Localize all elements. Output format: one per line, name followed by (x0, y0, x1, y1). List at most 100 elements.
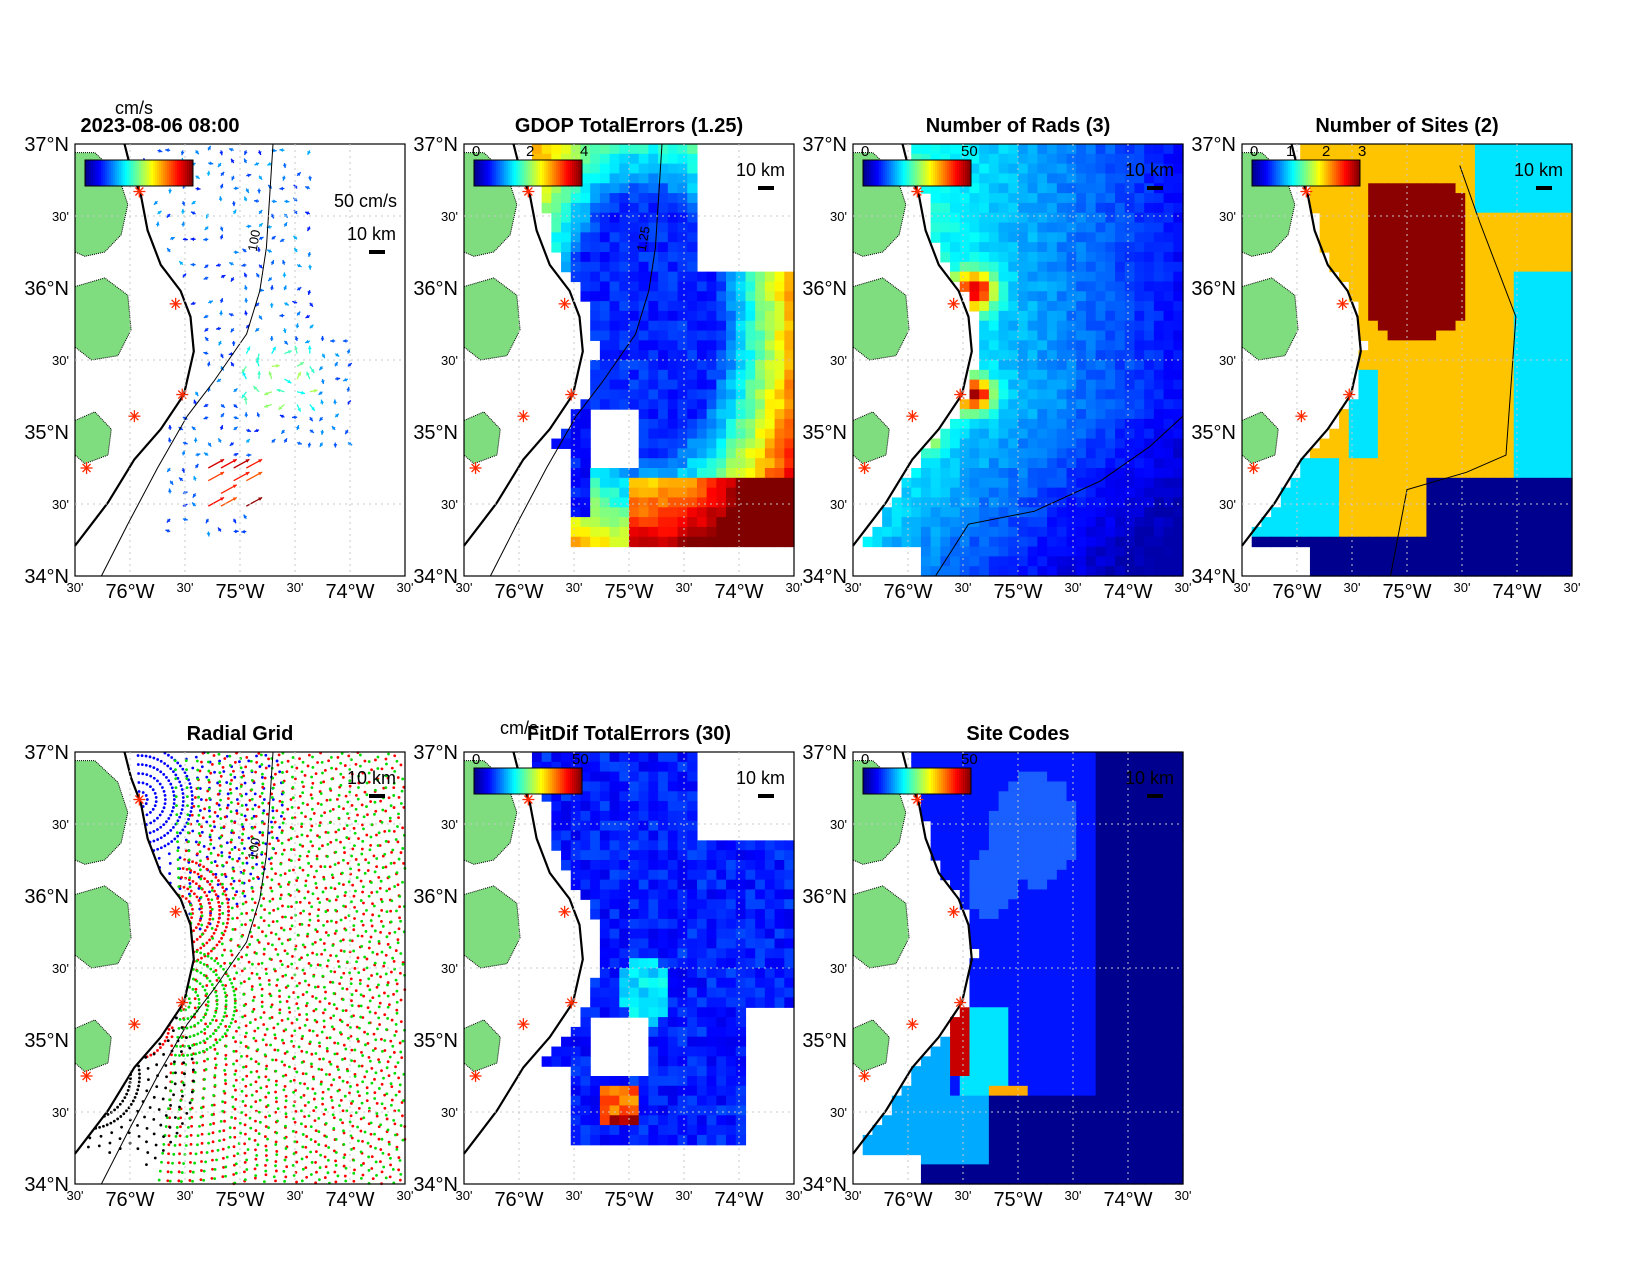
radial-grid-point (297, 858, 301, 862)
data-cell (1018, 507, 1029, 518)
data-cell (590, 389, 601, 400)
radial-grid-point (192, 1061, 195, 1065)
data-cell (599, 389, 611, 400)
data-cell (1523, 261, 1534, 273)
data-cell (1542, 360, 1554, 371)
data-cell (1047, 193, 1058, 204)
radial-grid-point (200, 874, 203, 878)
data-cell (1358, 144, 1369, 155)
vector-head (335, 352, 340, 357)
data-cell (1339, 507, 1350, 518)
radial-grid-point (325, 897, 329, 901)
data-cell (1377, 556, 1389, 567)
data-cell (590, 497, 601, 508)
data-cell (648, 271, 659, 283)
data-cell (1008, 144, 1019, 155)
data-cell (745, 389, 756, 400)
data-cell (1037, 468, 1048, 479)
vector-head (241, 263, 246, 267)
data-cell (1076, 409, 1087, 420)
data-cell (1319, 458, 1330, 469)
data-cell (667, 497, 679, 508)
radial-grid-point (318, 1000, 322, 1004)
data-cell (1056, 526, 1068, 538)
radial-grid-point (194, 882, 198, 886)
data-cell (1027, 438, 1039, 449)
data-cell (1474, 222, 1486, 233)
data-cell (950, 566, 961, 577)
colorbar-cell (1266, 160, 1269, 186)
data-cell (1387, 350, 1398, 361)
vector-head (220, 497, 225, 501)
data-cell (667, 202, 679, 214)
data-cell (638, 477, 650, 489)
data-cell (1562, 212, 1573, 224)
data-cell (599, 536, 611, 548)
data-cell (988, 301, 1000, 312)
data-cell (1095, 379, 1106, 391)
data-cell (1095, 340, 1106, 351)
data-cell (1358, 526, 1369, 538)
data-cell (1115, 212, 1126, 224)
data-cell (988, 556, 1000, 567)
data-cell (1397, 438, 1408, 449)
radial-grid-point (188, 782, 192, 786)
data-cell (1407, 320, 1418, 332)
colorbar-cell (484, 160, 487, 186)
data-cell (1377, 468, 1389, 479)
data-cell (1329, 477, 1340, 489)
data-cell (784, 350, 795, 361)
data-cell (774, 458, 785, 469)
radial-grid-point (225, 925, 228, 929)
data-cell (1533, 350, 1544, 361)
data-cell (1047, 389, 1058, 400)
vector-head (244, 196, 248, 201)
data-cell (1163, 173, 1174, 184)
radial-grid-point (211, 886, 214, 890)
data-cell (979, 428, 990, 440)
radial-grid-point (315, 1020, 319, 1024)
data-cell (1368, 144, 1379, 155)
colorbar-cell (1296, 160, 1299, 186)
data-cell (1095, 222, 1106, 233)
data-cell (1173, 281, 1184, 292)
data-cell (706, 477, 717, 489)
data-cell (716, 487, 727, 499)
lat-label: 35°N (24, 422, 69, 444)
data-cell (998, 507, 1009, 518)
data-cell (590, 360, 601, 371)
lon-label: 30' (397, 580, 414, 595)
data-cell (998, 468, 1009, 479)
radial-grid-point (256, 875, 260, 879)
data-cell (1407, 153, 1418, 165)
data-cell (658, 536, 669, 548)
data-cell (1455, 202, 1466, 214)
data-cell (1407, 261, 1418, 273)
data-cell (1047, 202, 1058, 214)
data-cell (1397, 487, 1408, 499)
data-cell (599, 301, 611, 312)
data-cell (1095, 497, 1106, 508)
data-cell (677, 389, 688, 400)
data-cell (687, 448, 698, 459)
radial-grid-point (213, 810, 217, 814)
radial-grid-point (170, 1044, 174, 1048)
vector-head (305, 314, 310, 318)
data-cell (988, 409, 1000, 420)
data-cell (1445, 281, 1457, 292)
data-cell (590, 242, 601, 253)
data-cell (1085, 242, 1097, 253)
radial-grid-point (245, 1074, 249, 1078)
data-cell (667, 526, 679, 538)
colorbar-cell (1294, 160, 1297, 186)
data-cell (1027, 153, 1039, 165)
radial-grid-point (167, 852, 171, 856)
data-cell (1047, 173, 1058, 184)
data-cell (969, 448, 980, 459)
data-cell (969, 487, 980, 499)
data-cell (1037, 428, 1048, 440)
radial-grid-point (276, 763, 280, 767)
data-cell (979, 389, 990, 400)
data-cell (1397, 271, 1408, 283)
